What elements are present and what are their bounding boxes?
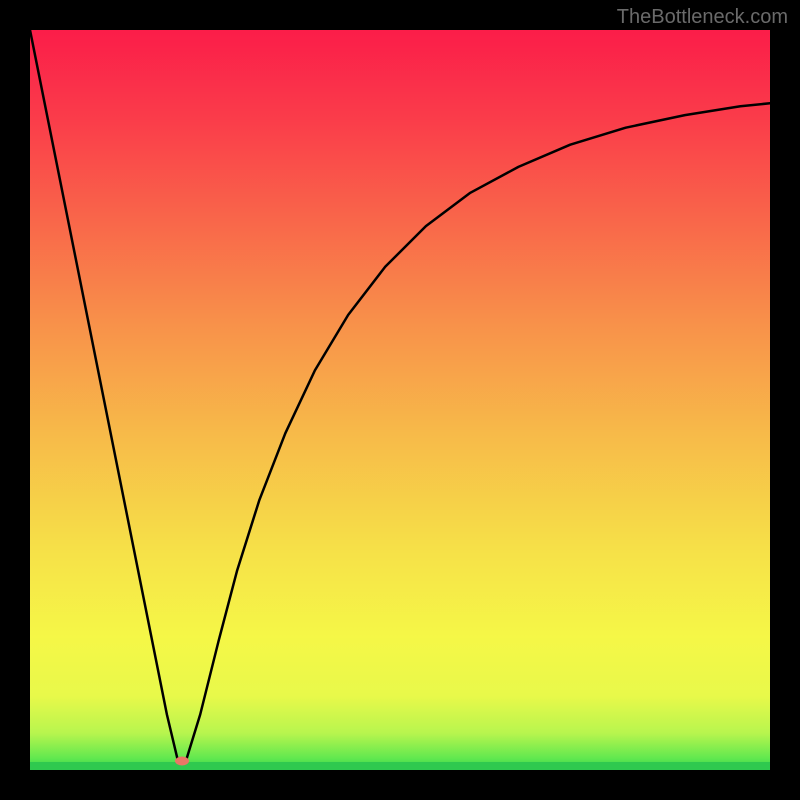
minimum-marker [175,757,189,766]
plot-area [30,30,770,770]
curve-line [30,30,770,770]
watermark-text: TheBottleneck.com [617,6,788,29]
